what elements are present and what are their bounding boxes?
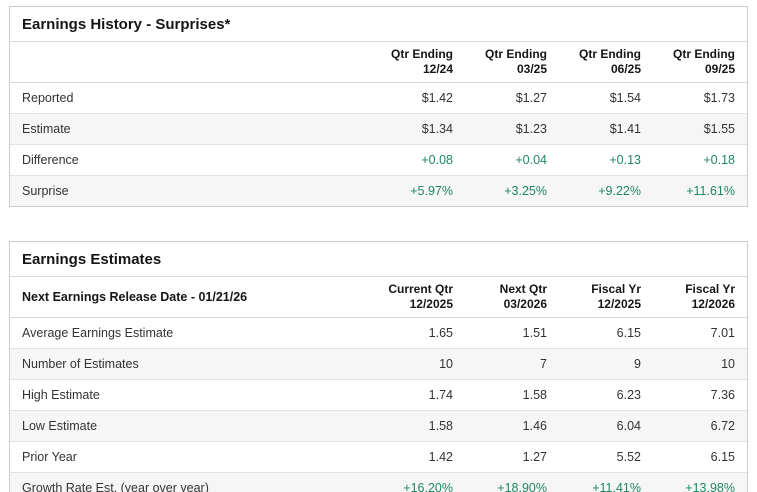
column-header-line2: 12/2025 bbox=[409, 297, 453, 311]
column-header-line2: 12/2026 bbox=[691, 297, 735, 311]
column-header-line2: 03/2026 bbox=[503, 297, 547, 311]
cell-value: +13.98% bbox=[653, 472, 747, 492]
next-earnings-release-date: Next Earnings Release Date - 01/21/26 bbox=[10, 277, 371, 318]
row-label: Reported bbox=[10, 82, 371, 114]
earnings-history-table: Qtr Ending 12/24 Qtr Ending 03/25 Qtr En… bbox=[10, 42, 747, 206]
cell-value: 1.74 bbox=[371, 379, 465, 411]
earnings-history-card: Earnings History - Surprises* Qtr Ending… bbox=[9, 6, 748, 207]
cell-value: 10 bbox=[653, 348, 747, 380]
column-header-line2: 09/25 bbox=[704, 62, 735, 76]
cell-value: 6.04 bbox=[559, 410, 653, 442]
table-row-difference: Difference +0.08 +0.04 +0.13 +0.18 bbox=[10, 144, 747, 176]
cell-value: +3.25% bbox=[465, 175, 559, 206]
cell-value: 1.58 bbox=[465, 379, 559, 411]
cell-value: 1.65 bbox=[371, 317, 465, 349]
table-row-reported: Reported $1.42 $1.27 $1.54 $1.73 bbox=[10, 82, 747, 114]
table-row-low-estimate: Low Estimate 1.58 1.46 6.04 6.72 bbox=[10, 410, 747, 442]
row-label: Growth Rate Est. (year over year) bbox=[10, 472, 371, 492]
cell-value: 5.52 bbox=[559, 441, 653, 473]
table-row-high-estimate: High Estimate 1.74 1.58 6.23 7.36 bbox=[10, 379, 747, 411]
cell-value: 7 bbox=[465, 348, 559, 380]
column-header-fiscal-yr-2026: Fiscal Yr 12/2026 bbox=[653, 277, 747, 318]
column-header-next-qtr: Next Qtr 03/2026 bbox=[465, 277, 559, 318]
table-row-growth-rate: Growth Rate Est. (year over year) +16.20… bbox=[10, 472, 747, 492]
cell-value: 10 bbox=[371, 348, 465, 380]
cell-value: 1.58 bbox=[371, 410, 465, 442]
column-header-line2: 03/25 bbox=[516, 62, 547, 76]
row-label: Number of Estimates bbox=[10, 348, 371, 380]
cell-value: 1.27 bbox=[465, 441, 559, 473]
row-label: Estimate bbox=[10, 113, 371, 145]
row-label: Low Estimate bbox=[10, 410, 371, 442]
column-header-line1: Qtr Ending bbox=[391, 47, 453, 61]
table-row-average-estimate: Average Earnings Estimate 1.65 1.51 6.15… bbox=[10, 317, 747, 349]
row-label: Prior Year bbox=[10, 441, 371, 473]
row-label: Average Earnings Estimate bbox=[10, 317, 371, 349]
table-row-estimate: Estimate $1.34 $1.23 $1.41 $1.55 bbox=[10, 113, 747, 145]
earnings-estimates-table: Next Earnings Release Date - 01/21/26 Cu… bbox=[10, 277, 747, 492]
cell-value: 6.15 bbox=[653, 441, 747, 473]
cell-value: $1.73 bbox=[653, 82, 747, 114]
column-header-line2: 12/2025 bbox=[597, 297, 641, 311]
column-header-qtr-0925: Qtr Ending 09/25 bbox=[653, 42, 747, 83]
cell-value: +0.13 bbox=[559, 144, 653, 176]
table-header-row: Next Earnings Release Date - 01/21/26 Cu… bbox=[10, 277, 747, 318]
cell-value: $1.55 bbox=[653, 113, 747, 145]
table-header-row: Qtr Ending 12/24 Qtr Ending 03/25 Qtr En… bbox=[10, 42, 747, 83]
column-header-line1: Current Qtr bbox=[388, 282, 453, 296]
cell-value: +11.41% bbox=[559, 472, 653, 492]
cell-value: 1.46 bbox=[465, 410, 559, 442]
row-label: High Estimate bbox=[10, 379, 371, 411]
cell-value: $1.27 bbox=[465, 82, 559, 114]
column-header-qtr-0325: Qtr Ending 03/25 bbox=[465, 42, 559, 83]
cell-value: $1.23 bbox=[465, 113, 559, 145]
cell-value: 1.42 bbox=[371, 441, 465, 473]
column-header-line2: 12/24 bbox=[422, 62, 453, 76]
header-empty-cell bbox=[10, 42, 371, 83]
cell-value: +18.90% bbox=[465, 472, 559, 492]
cell-value: +0.04 bbox=[465, 144, 559, 176]
cell-value: +11.61% bbox=[653, 175, 747, 206]
column-header-line1: Fiscal Yr bbox=[685, 282, 735, 296]
table-row-number-of-estimates: Number of Estimates 10 7 9 10 bbox=[10, 348, 747, 380]
cell-value: 7.01 bbox=[653, 317, 747, 349]
cell-value: 9 bbox=[559, 348, 653, 380]
cell-value: $1.34 bbox=[371, 113, 465, 145]
cell-value: 6.72 bbox=[653, 410, 747, 442]
cell-value: $1.54 bbox=[559, 82, 653, 114]
cell-value: $1.42 bbox=[371, 82, 465, 114]
earnings-history-title: Earnings History - Surprises* bbox=[10, 7, 747, 42]
column-header-line1: Qtr Ending bbox=[579, 47, 641, 61]
cell-value: 6.15 bbox=[559, 317, 653, 349]
cell-value: +0.08 bbox=[371, 144, 465, 176]
table-row-surprise: Surprise +5.97% +3.25% +9.22% +11.61% bbox=[10, 175, 747, 206]
column-header-qtr-1224: Qtr Ending 12/24 bbox=[371, 42, 465, 83]
cell-value: +0.18 bbox=[653, 144, 747, 176]
earnings-estimates-title: Earnings Estimates bbox=[10, 242, 747, 277]
column-header-line1: Qtr Ending bbox=[485, 47, 547, 61]
column-header-current-qtr: Current Qtr 12/2025 bbox=[371, 277, 465, 318]
column-header-qtr-0625: Qtr Ending 06/25 bbox=[559, 42, 653, 83]
column-header-line1: Next Qtr bbox=[499, 282, 547, 296]
cell-value: 1.51 bbox=[465, 317, 559, 349]
row-label: Difference bbox=[10, 144, 371, 176]
column-header-line1: Qtr Ending bbox=[673, 47, 735, 61]
cell-value: 6.23 bbox=[559, 379, 653, 411]
cell-value: $1.41 bbox=[559, 113, 653, 145]
cell-value: +5.97% bbox=[371, 175, 465, 206]
table-row-prior-year: Prior Year 1.42 1.27 5.52 6.15 bbox=[10, 441, 747, 473]
cell-value: +16.20% bbox=[371, 472, 465, 492]
column-header-fiscal-yr-2025: Fiscal Yr 12/2025 bbox=[559, 277, 653, 318]
earnings-estimates-card: Earnings Estimates Next Earnings Release… bbox=[9, 241, 748, 492]
column-header-line1: Fiscal Yr bbox=[591, 282, 641, 296]
cell-value: +9.22% bbox=[559, 175, 653, 206]
column-header-line2: 06/25 bbox=[610, 62, 641, 76]
row-label: Surprise bbox=[10, 175, 371, 206]
cell-value: 7.36 bbox=[653, 379, 747, 411]
